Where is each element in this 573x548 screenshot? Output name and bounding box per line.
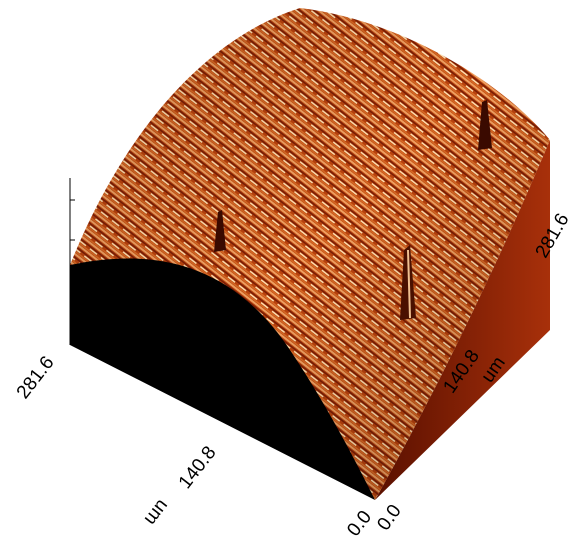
x-tick-label: 0.0 <box>373 501 405 535</box>
y-tick-label: 140.8 <box>175 443 221 493</box>
y-tick-label: 0.0 <box>343 507 376 541</box>
y-tick-label: 281.6 <box>13 353 59 403</box>
page: {"axes": { "x": {"ticks": ["0.0", "140.8… <box>0 0 573 548</box>
y-axis-unit: um <box>140 495 173 529</box>
afm-surface-view: 281.6 140.8 um 0.0 0.0 140.8 um 281.6 <box>0 0 573 548</box>
